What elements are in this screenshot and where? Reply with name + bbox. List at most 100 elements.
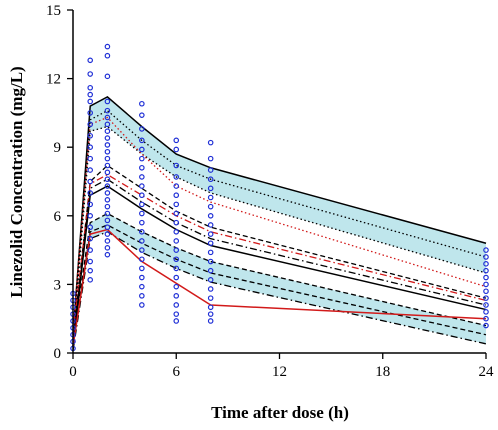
observed-point — [173, 302, 180, 308]
observed-point — [483, 247, 489, 253]
observed-point — [104, 238, 111, 244]
observed-point — [139, 192, 145, 199]
observed-point — [139, 100, 145, 107]
observed-point — [207, 213, 214, 219]
observed-point — [104, 190, 111, 196]
observed-point — [139, 293, 145, 299]
x-axis-title: Time after dose (h) — [211, 403, 349, 422]
observed-point — [104, 224, 111, 231]
observed-point — [139, 265, 145, 272]
observed-point — [207, 295, 214, 301]
observed-point — [139, 274, 145, 281]
observed-point — [207, 222, 214, 228]
y-axis-title: Linezolid Concentration (mg/L) — [7, 66, 26, 297]
observed-point — [139, 283, 145, 290]
y-tick-label: 12 — [46, 72, 61, 88]
observed-point — [104, 73, 111, 80]
x-tick-label: 18 — [375, 364, 390, 380]
observed-point — [173, 201, 180, 208]
series-line-4 — [72, 116, 487, 331]
observed-point — [173, 265, 180, 272]
observed-point — [87, 178, 94, 185]
observed-point — [483, 281, 489, 288]
observed-point — [87, 224, 94, 231]
observed-point — [207, 304, 214, 311]
observed-point — [139, 210, 145, 217]
observed-point — [104, 142, 111, 148]
observed-point — [173, 162, 180, 169]
observed-point — [104, 176, 111, 183]
observed-point — [104, 245, 111, 251]
observed-points — [70, 43, 489, 352]
observed-point — [139, 146, 145, 153]
observed-point — [483, 254, 489, 260]
observed-point — [139, 183, 145, 189]
observed-point — [104, 114, 111, 121]
observed-point — [104, 169, 111, 176]
observed-point — [207, 311, 214, 317]
observed-point — [207, 249, 214, 256]
observed-point — [104, 217, 111, 224]
observed-point — [139, 247, 145, 253]
observed-point — [139, 229, 145, 235]
observed-point — [87, 84, 94, 91]
observed-point — [173, 174, 180, 180]
observed-point — [104, 196, 111, 203]
observed-point — [483, 302, 489, 308]
observed-point — [139, 137, 145, 144]
series-line-9 — [72, 212, 487, 344]
observed-point — [173, 229, 180, 235]
observed-point — [104, 121, 111, 128]
observed-point — [139, 155, 145, 162]
observed-point — [87, 57, 94, 64]
series-line-12 — [72, 228, 487, 347]
observed-point — [104, 231, 111, 237]
observed-point — [173, 183, 180, 189]
observed-point — [104, 43, 111, 50]
observed-point — [104, 203, 111, 210]
x-tick-label: 6 — [173, 364, 181, 380]
observed-point — [104, 251, 111, 258]
observed-point — [87, 132, 94, 139]
observed-point — [87, 144, 94, 151]
observed-point — [104, 107, 111, 114]
ci-band-1 — [73, 96, 486, 344]
observed-point — [173, 238, 180, 244]
observed-point — [173, 137, 180, 144]
observed-point — [207, 318, 214, 324]
observed-point — [207, 155, 214, 162]
observed-point — [139, 219, 145, 226]
observed-point — [139, 201, 145, 208]
observed-point — [483, 322, 489, 329]
observed-point — [87, 267, 94, 274]
observed-point — [173, 247, 180, 253]
observed-point — [104, 128, 111, 134]
y-tick-label: 0 — [54, 346, 62, 362]
observed-point — [104, 52, 111, 59]
series-line-7 — [72, 178, 487, 342]
y-tick-label: 6 — [54, 209, 62, 225]
observed-point — [483, 274, 489, 281]
observed-point — [483, 309, 489, 315]
observed-point — [104, 183, 111, 189]
observed-point — [173, 283, 180, 290]
y-tick-label: 9 — [54, 140, 62, 156]
observed-point — [173, 318, 180, 324]
y-tick-label: 3 — [54, 277, 62, 293]
observed-point — [207, 258, 214, 265]
observed-point — [104, 155, 111, 162]
axes: 0 6 12 18 24 0 3 6 9 12 15 — [46, 3, 494, 380]
observed-point — [207, 194, 214, 201]
observed-point — [207, 286, 214, 292]
x-tick-label: 12 — [272, 364, 287, 380]
observed-point — [104, 148, 111, 155]
observed-point — [207, 277, 214, 283]
observed-point — [87, 235, 94, 242]
observed-point — [483, 315, 489, 322]
observed-point — [173, 274, 180, 281]
observed-point — [104, 135, 111, 141]
observed-point — [483, 267, 489, 274]
y-tick-label: 15 — [46, 3, 61, 19]
observed-point — [87, 167, 94, 173]
